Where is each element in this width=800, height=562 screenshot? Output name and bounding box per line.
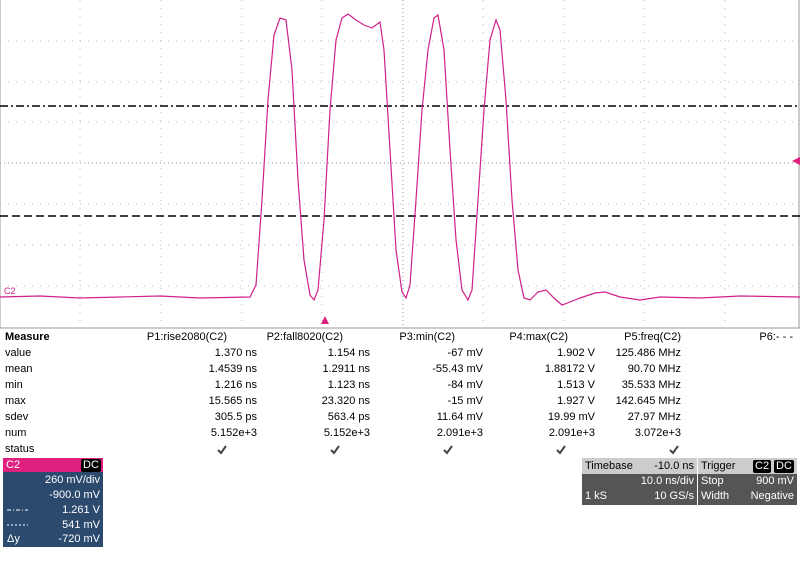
cursor-icons [7,509,28,526]
column-header: P5:freq(C2) [624,331,681,343]
trigger-header [698,458,797,474]
cell-value: 15.565 ns [208,395,257,407]
cell-value: 23.320 ns [321,395,370,407]
row-label: max [5,395,26,407]
cell-value: 1.4539 ns [208,363,257,375]
timebase-scale: 10.0 ns/div [640,475,694,487]
column-header: P6:- - - [759,331,793,343]
channel-scale: 260 mV/div [44,474,100,486]
cell-value: 1.513 V [557,379,595,391]
waveform [0,13,800,306]
cell-value: -15 mV [447,395,483,407]
column-header: P3:min(C2) [399,331,455,343]
cell-value: 142.645 MHz [615,395,681,407]
row-label: status [5,443,35,455]
cell-value: 125.486 MHz [615,347,681,359]
cell-value: 1.88172 V [544,363,595,375]
cell-value: 2.091e+3 [436,427,483,439]
cell-value: 1.370 ns [214,347,257,359]
channel-panel: C2 DC 260 mV/div -900.0 mV 1.261 V 541 m… [3,458,103,547]
trigger-time-marker [321,316,329,324]
trigger-level: 900 mV [756,475,794,487]
cell-value: 1.927 V [557,395,595,407]
delta-label: Δy [7,533,20,545]
row-label: num [5,427,27,439]
cell-value: 305.5 ps [214,411,257,423]
trigger-type: Width [701,490,730,502]
channel-header [3,458,103,472]
cell-value: 35.533 MHz [621,379,681,391]
trigger-source: C2 [753,460,772,473]
cell-value: -84 mV [447,379,483,391]
timebase-panel: Timebase -10.0 ns 10.0 ns/div 1 kS 10 GS… [582,458,697,505]
cursor-2-value: 541 mV [62,519,100,531]
trigger-panel: Trigger C2 DC Stop 900 mV Width Negative [698,458,797,505]
trigger-mode: Stop [701,475,724,487]
timebase-title: Timebase [585,460,633,472]
channel-coupling: DC [81,459,101,472]
measure-title: Measure [5,331,50,343]
channel-name: C2 [6,459,21,471]
row-label: min [5,379,23,391]
cell-value: 2.091e+3 [548,427,595,439]
timebase-header [582,458,697,474]
column-header: P2:fall8020(C2) [266,331,343,343]
cell-value: 563.4 ps [327,411,370,423]
timebase-rate: 10 GS/s [654,490,694,502]
cursor-1-value: 1.261 V [62,504,100,516]
cell-value: 19.99 mV [547,411,595,423]
trigger-level-marker [792,157,800,165]
column-header: P4:max(C2) [509,331,568,343]
grid [0,0,800,328]
cell-value: 1.216 ns [214,379,257,391]
scope-screen: C2 C2 DC 260 mV/div -900.0 mV 1.261 V 54… [0,0,800,547]
channel-marker: C2 [4,286,16,296]
row-label: sdev [5,411,29,423]
row-label: mean [5,363,33,375]
status-icons [217,445,679,455]
trigger-polarity: Negative [750,490,794,502]
cell-value: 5.152e+3 [210,427,257,439]
cell-value: 5.152e+3 [323,427,370,439]
cell-value: -55.43 mV [432,363,483,375]
cell-value: 1.902 V [557,347,595,359]
cell-value: 90.70 MHz [627,363,681,375]
channel-offset: -900.0 mV [49,489,100,501]
cell-value: 27.97 MHz [627,411,681,423]
delta-value: -720 mV [58,533,100,545]
trigger-coupling: DC [774,460,794,473]
cell-value: 1.123 ns [327,379,370,391]
timebase-samples: 1 kS [585,490,608,502]
trigger-title: Trigger [701,460,736,472]
column-header: P1:rise2080(C2) [146,331,227,343]
cell-value: 11.64 mV [436,411,483,423]
row-label: value [5,347,32,359]
plot-area: C2 [0,0,800,329]
cell-value: 1.154 ns [327,347,370,359]
timebase-delay: -10.0 ns [654,460,694,472]
cell-value: 3.072e+3 [634,427,681,439]
cell-value: -67 mV [447,347,483,359]
cell-value: 1.2911 ns [322,363,370,375]
